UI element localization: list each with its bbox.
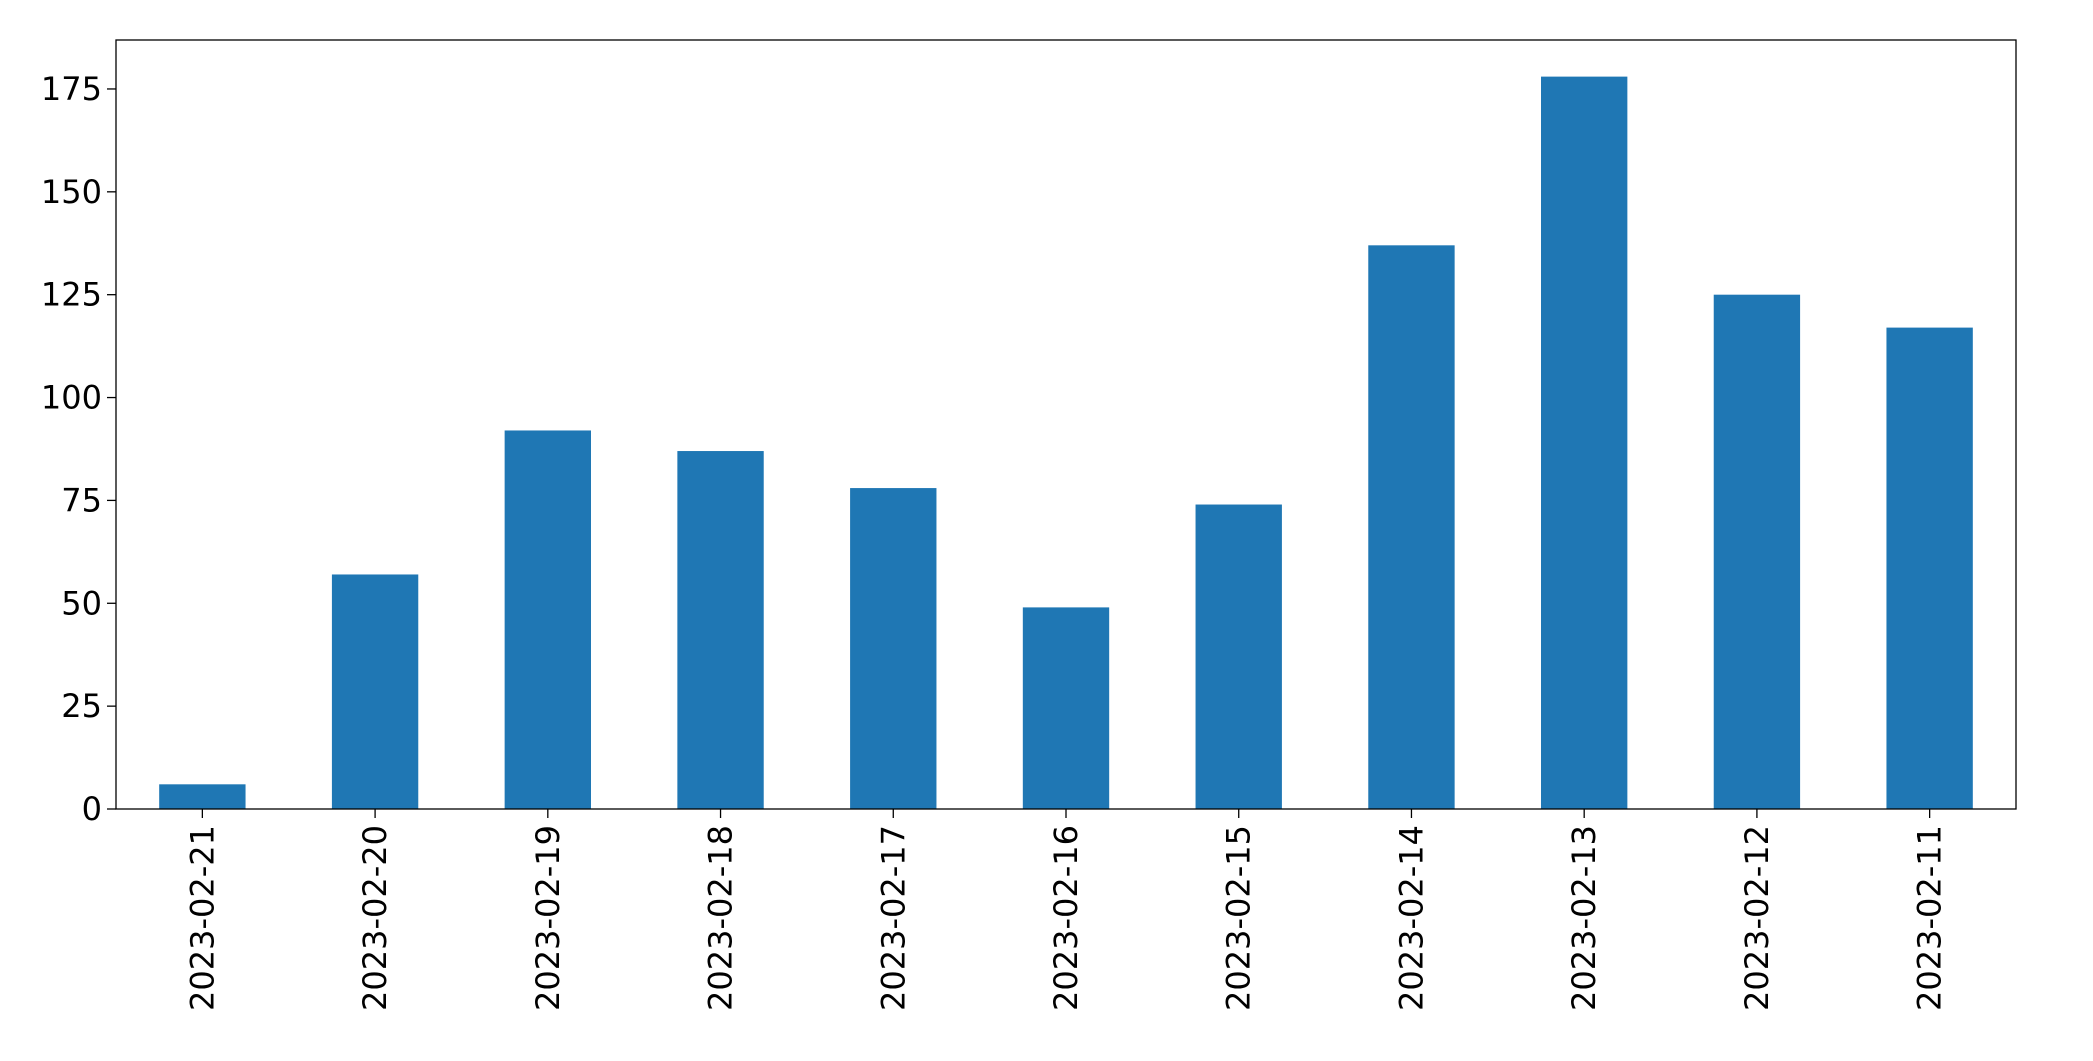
- x-tick-label: 2023-02-20: [356, 825, 394, 1011]
- bar: [1886, 327, 1973, 809]
- bar: [1368, 245, 1455, 809]
- y-tick-label: 150: [41, 173, 102, 211]
- y-tick-label: 125: [41, 276, 102, 314]
- x-tick-label: 2023-02-16: [1047, 825, 1085, 1011]
- x-tick-label: 2023-02-19: [529, 825, 567, 1011]
- bar: [159, 784, 246, 809]
- bar: [1022, 607, 1110, 809]
- y-tick-label: 50: [61, 584, 102, 622]
- y-tick-label: 100: [41, 379, 102, 417]
- x-tick-label: 2023-02-14: [1392, 825, 1430, 1011]
- bar: [504, 430, 591, 809]
- x-tick-label: 2023-02-12: [1738, 825, 1776, 1011]
- y-tick-label: 25: [61, 687, 102, 725]
- y-tick-label: 75: [61, 481, 102, 519]
- bar: [1541, 76, 1628, 810]
- x-tick-label: 2023-02-18: [702, 825, 740, 1011]
- x-tick-label: 2023-02-17: [874, 825, 912, 1011]
- bar: [850, 488, 937, 809]
- x-tick-label: 2023-02-21: [183, 825, 221, 1011]
- x-tick-label: 2023-02-13: [1565, 825, 1603, 1011]
- bar: [1713, 294, 1801, 810]
- plot-frame: [115, 39, 2017, 810]
- bar: [677, 451, 764, 809]
- bar: [331, 574, 419, 809]
- y-tick-label: 0: [82, 790, 102, 828]
- x-tick-label: 2023-02-11: [1911, 825, 1949, 1011]
- bar: [1195, 504, 1282, 809]
- y-tick-label: 175: [41, 70, 102, 108]
- x-tick-label: 2023-02-15: [1220, 825, 1258, 1011]
